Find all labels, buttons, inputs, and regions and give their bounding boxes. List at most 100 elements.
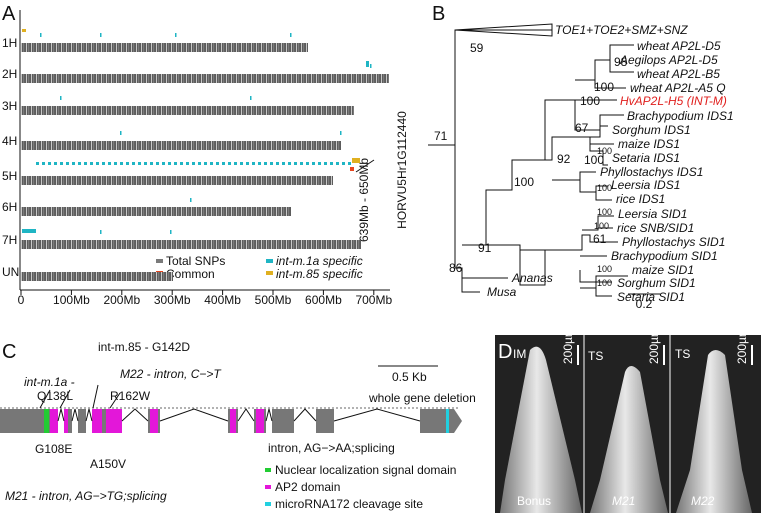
cyan-snp [300, 162, 303, 165]
x-tick-label: 200Mb [103, 293, 140, 307]
cyan-snp [190, 198, 192, 202]
leaf-label: Phyllostachys IDS1 [600, 165, 703, 179]
mirna-site [446, 409, 449, 433]
spike [500, 346, 582, 513]
cyan-snp [120, 131, 122, 135]
cyan-snp [60, 96, 62, 100]
legend-swatch [156, 259, 163, 263]
image-label: IM [513, 347, 526, 361]
legend-swatch [266, 259, 273, 263]
chromosome-label: 2H [2, 67, 17, 81]
cyan-snp [370, 64, 372, 68]
cyan-snp [366, 61, 369, 67]
nls-domain [44, 409, 49, 433]
gene-label: HORVU5Hr1G112440 [395, 111, 409, 229]
cyan-snp [282, 162, 285, 165]
panel-label: B [432, 3, 445, 25]
cyan-snp [210, 162, 213, 165]
support-value: 100 [594, 221, 609, 231]
leaf-label: HvAP2L-H5 (INT-M) [620, 94, 727, 108]
chromosome-label: 4H [2, 134, 17, 148]
cyan-snp [324, 162, 327, 165]
support-value: 100 [597, 183, 612, 193]
cyan-snp [48, 162, 51, 165]
cyan-snp [264, 162, 267, 165]
cyan-snp [240, 162, 243, 165]
panel-a: A 639Mb - 650Mb HORVU5Hr1G112440 Total S… [2, 3, 409, 307]
cyan-snp [340, 131, 342, 135]
support-value: 100 [597, 207, 612, 217]
gold-snp [352, 158, 360, 163]
cyan-snp [84, 162, 87, 165]
cyan-snp [174, 162, 177, 165]
chromosome-label: 6H [2, 200, 17, 214]
cyan-snp [288, 162, 291, 165]
cyan-snp [306, 162, 309, 165]
gold-snp [22, 29, 26, 32]
cyan-snp [144, 162, 147, 165]
cyan-snp [192, 162, 195, 165]
annotation: M21 - intron, AG−>TG;splicing [5, 489, 167, 503]
leaf-label: wheat AP2L-A5 Q [630, 81, 726, 95]
cyan-snp [100, 33, 102, 37]
panel-label: A [2, 3, 16, 25]
annotation: R162W [110, 389, 151, 403]
legend-swatch [266, 271, 273, 275]
scale-label: 0.2 [636, 297, 653, 311]
region-label: 639Mb - 650Mb [357, 158, 371, 242]
cyan-snp [234, 162, 237, 165]
cyan-snp [138, 162, 141, 165]
cyan-snp [78, 162, 81, 165]
legend-label: Common [166, 267, 215, 281]
cyan-snp [120, 162, 123, 165]
cyan-snp [96, 162, 99, 165]
caption: Bonus [517, 494, 551, 508]
leaf-label: wheat AP2L-D5 [637, 39, 721, 53]
cyan-snp [290, 33, 292, 37]
support-value: 100 [597, 278, 612, 288]
snp-track [21, 272, 173, 281]
legend-label: AP2 domain [275, 480, 340, 494]
support-value: 61 [593, 232, 607, 246]
arrow [355, 159, 375, 173]
cyan-snp [108, 162, 111, 165]
legend-label: int-m.85 specific [276, 267, 363, 281]
caption: M22 [691, 494, 715, 508]
cyan-snp [180, 162, 183, 165]
support-value: 67 [575, 121, 589, 135]
cyan-snp [22, 229, 36, 233]
annotation: A150V [90, 457, 126, 471]
introns [57, 408, 421, 422]
image-label: TS [675, 347, 690, 361]
leaf-label: Brachypodium IDS1 [627, 109, 734, 123]
annotation: Q138L [37, 389, 73, 403]
x-tick-label: 600Mb [305, 293, 342, 307]
leaf-label: Musa [487, 285, 517, 299]
cyan-snp [102, 162, 105, 165]
legend-swatch [265, 485, 271, 489]
pointers [39, 365, 438, 409]
snp-track [21, 176, 333, 185]
chromosome-label: 3H [2, 99, 17, 113]
legend-label: microRNA172 cleavage site [275, 497, 423, 511]
cyan-snp [216, 162, 219, 165]
cyan-snp [258, 162, 261, 165]
cyan-snp [186, 162, 189, 165]
cyan-snp [132, 162, 135, 165]
cyan-snp [228, 162, 231, 165]
leaf-label: Setaria IDS1 [612, 151, 680, 165]
panel-c: C int-m.85 - G142D int-m.1a -Q138L M22 - i… [0, 340, 476, 511]
x-tick-label: 100Mb [53, 293, 90, 307]
snp-track [21, 106, 354, 115]
cyan-snp [330, 162, 333, 165]
legend-label: int-m.1a specific [276, 254, 363, 268]
leaf-label: maize IDS1 [618, 137, 680, 151]
x-tick-label: 700Mb [355, 293, 392, 307]
cyan-snp [40, 33, 42, 37]
leaf-label: Setaria SID1 [617, 290, 685, 304]
leaf-label: Brachypodium SID1 [611, 249, 718, 263]
support-value: 98 [614, 55, 628, 69]
cyan-snp [276, 162, 279, 165]
cyan-snp [42, 162, 45, 165]
cyan-snp [126, 162, 129, 165]
